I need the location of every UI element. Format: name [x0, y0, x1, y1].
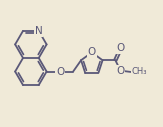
Text: O: O	[88, 47, 96, 57]
Text: O: O	[56, 67, 65, 77]
Text: CH₃: CH₃	[131, 67, 147, 76]
Text: O: O	[116, 66, 124, 76]
Text: O: O	[116, 43, 124, 53]
Text: N: N	[35, 26, 43, 36]
